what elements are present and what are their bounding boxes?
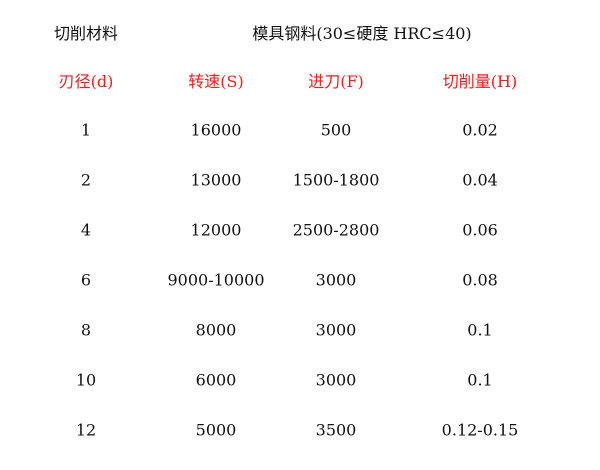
column-header: 切削量(H)	[442, 72, 518, 91]
column-header: 进刀(F)	[308, 72, 364, 91]
material-value: 模具钢料(30≤硬度 HRC≤40)	[252, 24, 472, 43]
table-cell: 16000	[190, 120, 242, 140]
material-label: 切削材料	[53, 24, 119, 43]
table-cell: 0.06	[462, 220, 498, 240]
table-cell: 3000	[315, 320, 357, 340]
table-cell: 4	[80, 220, 92, 240]
table-cell: 1	[80, 120, 92, 140]
table-cell: 0.12-0.15	[441, 420, 519, 440]
table-cell: 6	[80, 270, 92, 290]
table-cell: 3000	[315, 370, 357, 390]
table-cell: 9000-10000	[167, 270, 265, 290]
table-cell: 3500	[315, 420, 357, 440]
table-cell: 3000	[315, 270, 357, 290]
table-cell: 0.08	[462, 270, 498, 290]
column-header: 转速(S)	[188, 72, 244, 91]
table-cell: 0.1	[467, 370, 493, 390]
table-cell: 2	[80, 170, 92, 190]
table-cell: 500	[320, 120, 352, 140]
table-cell: 0.1	[467, 320, 493, 340]
table-cell: 12	[75, 420, 97, 440]
table-cell: 1500-1800	[292, 170, 380, 190]
table-cell: 0.02	[462, 120, 498, 140]
table-cell: 8000	[195, 320, 237, 340]
table-cell: 0.04	[462, 170, 498, 190]
table-cell: 6000	[195, 370, 237, 390]
table-cell: 12000	[190, 220, 242, 240]
column-header: 刃径(d)	[58, 72, 114, 91]
table-cell: 2500-2800	[292, 220, 380, 240]
table-cell: 13000	[190, 170, 242, 190]
table-cell: 8	[80, 320, 92, 340]
table-cell: 5000	[195, 420, 237, 440]
table-cell: 10	[75, 370, 97, 390]
